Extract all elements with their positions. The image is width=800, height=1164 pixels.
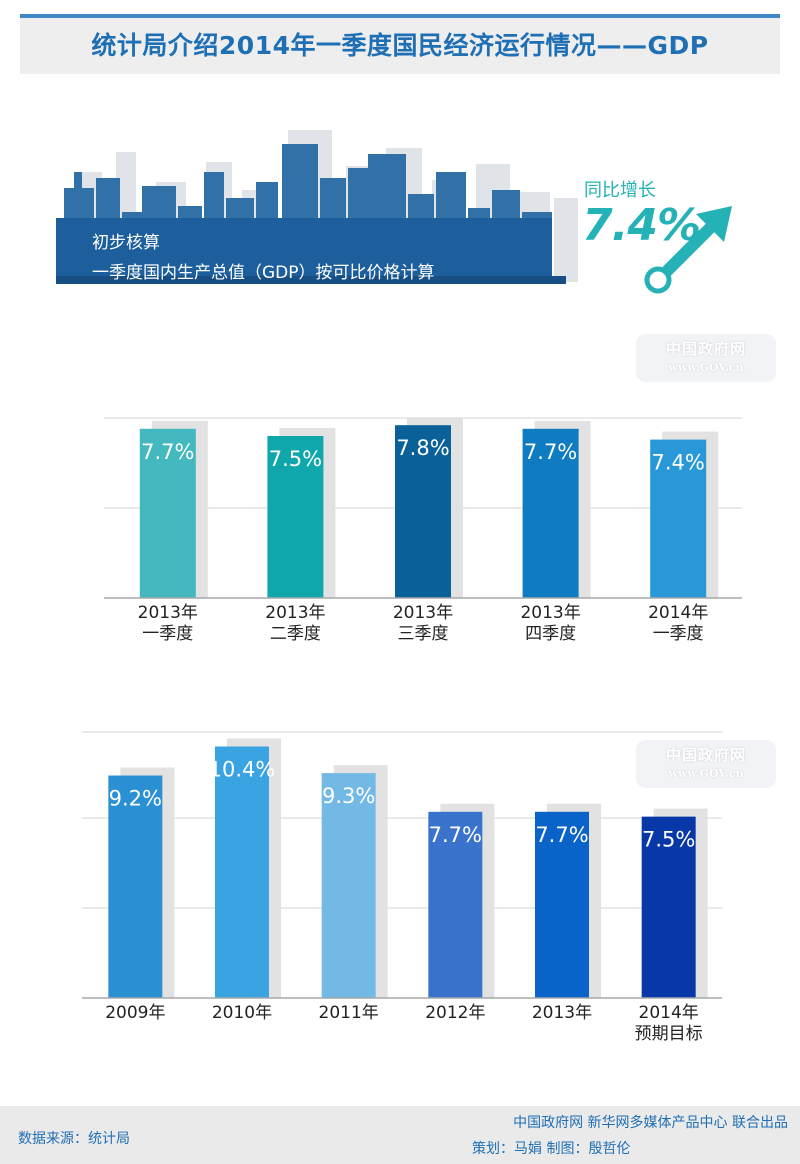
bar-value-label: 7.5% [269,447,322,471]
category-label: 2010年 [212,1003,272,1023]
category-label: 一季度 [653,624,704,644]
hero-banner: 初步核算 一季度国内生产总值（GDP）按可比价格计算 同比增长 7.4% [56,128,746,298]
category-label: 三季度 [398,624,449,644]
category-label: 预期目标 [635,1024,703,1044]
category-label: 二季度 [270,624,321,644]
bar [139,428,196,598]
bar-value-label: 7.7% [141,440,194,464]
skyline-illustration [56,130,732,294]
bar-value-label: 9.3% [322,784,375,808]
quarterly-gdp-bar-chart: 7.7%2013年一季度7.5%2013年二季度7.8%2013年三季度7.7%… [104,417,742,644]
bar [428,811,483,998]
category-label: 2013年 [520,603,580,623]
bar [522,428,579,598]
data-source-text: 数据来源：统计局 [18,1131,130,1147]
category-label: 2014年 [639,1003,699,1023]
watermark-en: www.GOV.cn [668,361,744,374]
bar [321,773,376,998]
bar [108,775,163,998]
bar-value-label: 7.4% [652,451,705,475]
category-label: 一季度 [142,624,193,644]
producer-credit: 中国政府网 新华网多媒体产品中心 联合出品 [513,1115,788,1131]
watermark-cn: 中国政府网 [665,340,746,358]
bar-value-label: 7.8% [396,436,449,460]
bar-value-label: 9.2% [109,787,162,811]
bar [215,746,269,998]
category-label: 2009年 [105,1003,165,1023]
annual-gdp-bar-chart: 9.2% 2009年 10.4% 2010年 9.3% 2011年 7.7% 2012年 7.7… [82,731,722,1044]
category-label: 2013年 [393,603,453,623]
author-credit: 策划：马娟 制图：殷哲伦 [472,1141,631,1157]
footer: 数据来源：统计局 中国政府网 新华网多媒体产品中心 联合出品 策划：马娟 制图：… [0,1106,800,1164]
category-label: 2011年 [319,1003,379,1023]
watermark-en: www.GOV.cn [668,767,744,780]
bar-value-label: 7.7% [535,823,588,847]
category-label: 2012年 [425,1003,485,1023]
bar-value-label: 7.7% [429,823,482,847]
category-label: 2013年 [138,603,198,623]
bar-value-label: 10.4% [209,758,276,782]
hero-description-text: 一季度国内生产总值（GDP）按可比价格计算 [92,263,435,283]
watermark-badge: 中国政府网 www.GOV.cn [636,334,776,382]
bar [641,816,696,998]
bar [267,436,324,598]
category-label: 2013年 [532,1003,592,1023]
watermark-cn: 中国政府网 [665,746,746,764]
bar-value-label: 7.5% [642,828,695,852]
bar-value-label: 7.7% [524,440,577,464]
growth-label: 同比增长 [584,180,656,201]
bar [395,425,451,598]
hero-intro-text: 初步核算 [92,233,160,253]
category-label: 2013年 [265,603,325,623]
bar [535,811,589,998]
title-bar: 统计局介绍2014年一季度国民经济运行情况——GDP [20,14,780,74]
category-label: 四季度 [525,624,576,644]
category-label: 2014年 [648,603,708,623]
growth-arrow-icon [644,206,732,294]
watermark-badge: 中国政府网 www.GOV.cn [636,740,776,788]
page-title: 统计局介绍2014年一季度国民经济运行情况——GDP [91,31,709,60]
growth-value: 7.4% [582,200,701,251]
bar [650,439,707,598]
